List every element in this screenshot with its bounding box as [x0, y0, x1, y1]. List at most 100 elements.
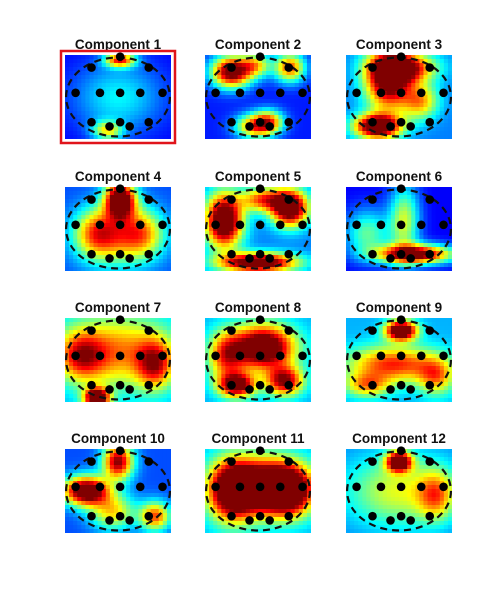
- heatmap-cell: [431, 231, 437, 236]
- heatmap-cell: [282, 398, 288, 402]
- heatmap-cell: [306, 91, 311, 96]
- heatmap-cell: [122, 115, 127, 120]
- heatmap-cell: [217, 366, 222, 371]
- heatmap-cell: [258, 231, 263, 236]
- heatmap-cell: [399, 195, 404, 200]
- heatmap-cell: [350, 55, 355, 60]
- heatmap-cell: [118, 322, 123, 327]
- heatmap-cell: [354, 207, 359, 212]
- heatmap-cell: [443, 115, 449, 120]
- heatmap-cell: [282, 115, 288, 120]
- heatmap-cell: [225, 362, 231, 367]
- heatmap-cell: [245, 119, 251, 124]
- heatmap-cell: [370, 111, 376, 116]
- heatmap-cell: [134, 338, 139, 343]
- heatmap-cell: [427, 366, 433, 371]
- heatmap-cell: [249, 199, 255, 204]
- heatmap-cell: [81, 219, 86, 224]
- heatmap-cell: [427, 374, 433, 379]
- heatmap-cell: [237, 334, 243, 339]
- heatmap-cell: [302, 207, 308, 212]
- heatmap-cell: [69, 247, 74, 252]
- heatmap-cell: [290, 394, 296, 399]
- heatmap-cell: [146, 223, 152, 228]
- heatmap-cell: [354, 374, 359, 379]
- heatmap-cell: [93, 111, 99, 116]
- heatmap-cell: [282, 227, 288, 232]
- heatmap-cell: [142, 390, 148, 395]
- heatmap-cell: [262, 342, 267, 347]
- heatmap-cell: [118, 131, 123, 136]
- heatmap-cell: [358, 239, 363, 244]
- heatmap-cell: [118, 83, 123, 88]
- heatmap-cell: [258, 215, 263, 220]
- heatmap-cell: [374, 334, 380, 339]
- heatmap-cell: [109, 99, 115, 104]
- heatmap-cell: [423, 342, 429, 347]
- heatmap-cell: [162, 394, 168, 399]
- heatmap-cell: [282, 255, 288, 260]
- heatmap-cell: [266, 203, 271, 208]
- heatmap-cell: [390, 346, 396, 351]
- heatmap-cell: [225, 111, 231, 116]
- heatmap-cell: [358, 63, 363, 68]
- heatmap-cell: [237, 187, 243, 192]
- heatmap-cell: [278, 243, 284, 248]
- heatmap-cell: [407, 191, 412, 196]
- heatmap-cell: [294, 366, 300, 371]
- heatmap-cell: [122, 71, 127, 76]
- heatmap-cell: [154, 187, 160, 192]
- heatmap-cell: [245, 219, 251, 224]
- heatmap-cell: [382, 127, 388, 132]
- heatmap-cell: [270, 111, 275, 116]
- heatmap-cell: [130, 318, 135, 323]
- heatmap-cell: [407, 334, 412, 339]
- heatmap-cell: [366, 358, 372, 363]
- heatmap-cell: [101, 79, 107, 84]
- heatmap-cell: [374, 247, 380, 252]
- heatmap-cell: [150, 103, 156, 108]
- heatmap-cell: [374, 195, 380, 200]
- heatmap-cell: [77, 187, 82, 192]
- heatmap-cell: [266, 75, 271, 80]
- heatmap-cell: [370, 235, 376, 240]
- heatmap-cell: [274, 95, 279, 100]
- heatmap-cell: [221, 131, 226, 136]
- heatmap-cell: [93, 203, 99, 208]
- heatmap-cell: [419, 211, 425, 216]
- heatmap-cell: [253, 338, 259, 343]
- heatmap-cell: [447, 191, 452, 196]
- heatmap-cell: [435, 326, 441, 331]
- heatmap-cell: [298, 215, 304, 220]
- heatmap-cell: [73, 211, 78, 216]
- heatmap-cell: [142, 374, 148, 379]
- heatmap-cell: [142, 107, 148, 112]
- heatmap-cell: [358, 227, 363, 232]
- heatmap-cell: [77, 111, 82, 116]
- heatmap-cell: [294, 127, 300, 132]
- electrode-marker: [376, 220, 386, 230]
- heatmap-cell: [122, 107, 127, 112]
- heatmap-cell: [286, 370, 292, 375]
- heatmap-cell: [225, 338, 231, 343]
- heatmap-cell: [142, 131, 148, 136]
- heatmap-cell: [97, 235, 103, 240]
- heatmap-cell: [423, 259, 429, 264]
- heatmap-cell: [415, 75, 420, 80]
- heatmap-cell: [286, 75, 292, 80]
- heatmap-cell: [209, 370, 214, 375]
- heatmap-cell: [241, 111, 247, 116]
- heatmap-cell: [298, 203, 304, 208]
- heatmap-cell: [209, 187, 214, 192]
- heatmap-cell: [290, 83, 296, 88]
- heatmap-cell: [225, 83, 231, 88]
- heatmap-cell: [225, 398, 231, 402]
- heatmap-cell: [253, 131, 259, 136]
- heatmap-cell: [298, 239, 304, 244]
- heatmap-cell: [209, 382, 214, 387]
- heatmap-cell: [146, 215, 152, 220]
- heatmap-cell: [350, 239, 355, 244]
- heatmap-cell: [294, 358, 300, 363]
- heatmap-cell: [205, 187, 210, 192]
- heatmap-cell: [390, 99, 396, 104]
